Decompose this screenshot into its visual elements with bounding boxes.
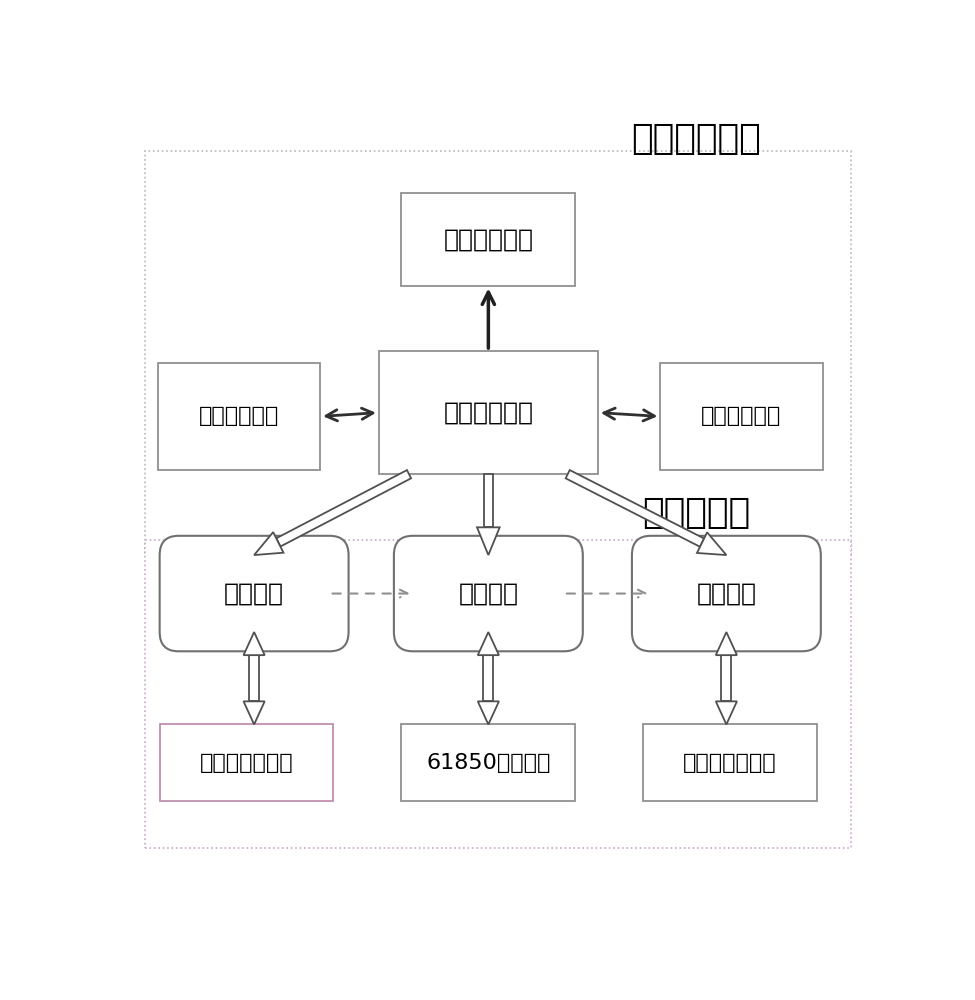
Polygon shape — [484, 474, 493, 527]
Text: 成果展示模块: 成果展示模块 — [444, 227, 533, 251]
Text: 底层应用层: 底层应用层 — [643, 496, 750, 530]
Polygon shape — [697, 532, 726, 555]
FancyBboxPatch shape — [394, 536, 583, 651]
Text: 数据存储模块: 数据存储模块 — [701, 406, 782, 426]
Bar — [250, 655, 259, 701]
FancyBboxPatch shape — [144, 151, 851, 555]
Text: 驱动模块: 驱动模块 — [696, 582, 757, 606]
Polygon shape — [244, 701, 264, 724]
Text: 高精度对时模块: 高精度对时模块 — [200, 753, 293, 773]
Polygon shape — [477, 527, 499, 555]
Polygon shape — [716, 632, 737, 655]
FancyBboxPatch shape — [378, 351, 598, 474]
Text: 管理控制模块: 管理控制模块 — [444, 401, 533, 425]
Polygon shape — [254, 532, 284, 555]
Polygon shape — [478, 632, 499, 655]
FancyBboxPatch shape — [632, 536, 821, 651]
Bar — [484, 655, 493, 701]
Text: 驱动模块: 驱动模块 — [458, 582, 519, 606]
FancyBboxPatch shape — [402, 724, 575, 801]
FancyBboxPatch shape — [660, 363, 823, 470]
Text: 61850采集板卡: 61850采集板卡 — [426, 753, 551, 773]
FancyBboxPatch shape — [144, 540, 851, 848]
Polygon shape — [276, 470, 411, 547]
Text: 驱动模块: 驱动模块 — [224, 582, 284, 606]
Bar — [722, 655, 731, 701]
FancyBboxPatch shape — [402, 193, 575, 286]
FancyBboxPatch shape — [644, 724, 817, 801]
Text: 上层控制器层: 上层控制器层 — [631, 122, 761, 156]
FancyBboxPatch shape — [160, 536, 349, 651]
FancyBboxPatch shape — [160, 724, 333, 801]
Text: 模拟量采集板卡: 模拟量采集板卡 — [683, 753, 777, 773]
Polygon shape — [244, 632, 264, 655]
Polygon shape — [478, 701, 499, 724]
Text: 算法实现模块: 算法实现模块 — [199, 406, 279, 426]
Polygon shape — [566, 470, 704, 547]
FancyBboxPatch shape — [158, 363, 320, 470]
Polygon shape — [716, 701, 737, 724]
